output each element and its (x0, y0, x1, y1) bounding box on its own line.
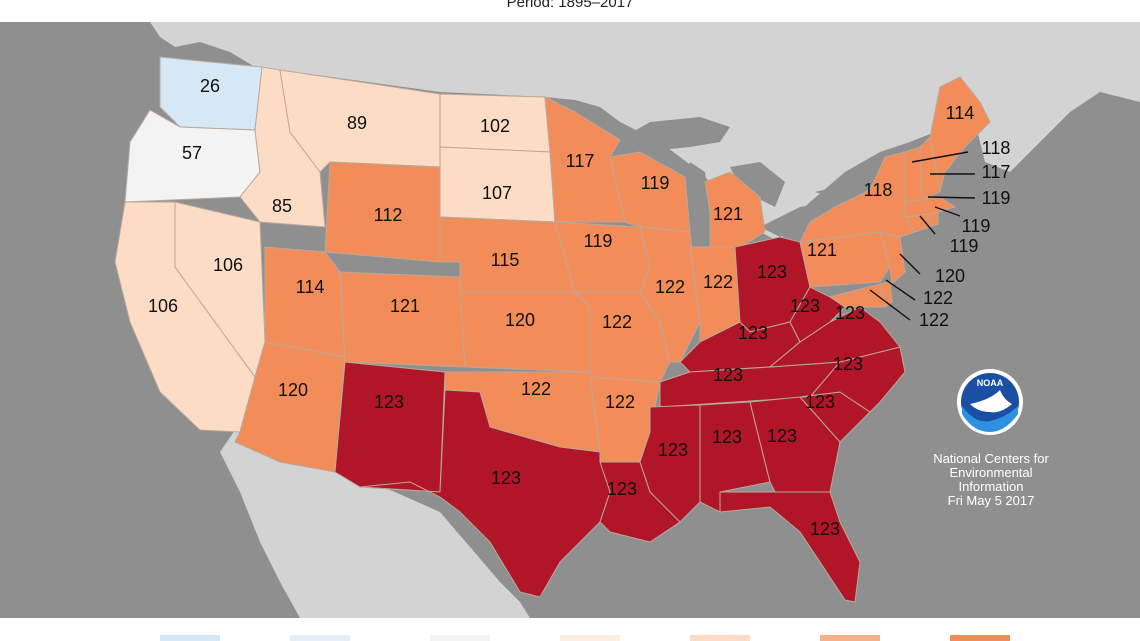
state-co[interactable] (339, 271, 466, 368)
legend-strip (0, 618, 1140, 641)
credit-line-1: National Centers for (933, 451, 1049, 466)
rank-label-md: 122 (919, 310, 949, 330)
state-ri[interactable] (929, 211, 939, 228)
rank-label-wa: 26 (200, 76, 220, 96)
rank-label-or: 57 (182, 143, 202, 163)
us-rank-map: 26 57 85 89 102 107 106 106 112 114 121 120 123 115 12… (0, 22, 1140, 618)
period-title: Period: 1895–2017 (506, 0, 634, 11)
rank-label-mo: 122 (602, 312, 632, 332)
rank-label-ar: 122 (605, 392, 635, 412)
rank-label-ct: 119 (950, 236, 979, 256)
legend-swatch-6 (820, 635, 880, 641)
rank-label-ia: 119 (584, 231, 613, 251)
legend-swatch-4 (560, 635, 620, 641)
map-svg: 26 57 85 89 102 107 106 106 112 114 121 120 123 115 12… (0, 22, 1140, 618)
lake-superior (615, 117, 730, 157)
rank-label-mn: 117 (566, 151, 595, 171)
rank-label-nh: 117 (982, 162, 1011, 182)
rank-label-il: 122 (655, 277, 685, 297)
rank-label-vt: 118 (982, 138, 1011, 158)
legend-swatch-1 (160, 635, 220, 641)
state-fl[interactable] (719, 491, 861, 603)
legend-swatch-3 (430, 635, 490, 641)
rank-label-nj: 120 (935, 266, 965, 286)
rank-label-wv: 123 (790, 296, 820, 316)
legend-swatch-2 (290, 635, 350, 641)
noaa-logo-text: NOAA (977, 378, 1004, 388)
state-nm[interactable] (334, 361, 446, 493)
state-vt[interactable] (904, 146, 923, 203)
rank-label-nd: 102 (480, 116, 510, 136)
rank-label-wy: 112 (374, 205, 403, 225)
legend-swatch-7 (950, 635, 1010, 641)
rank-label-co: 121 (390, 296, 420, 316)
mexico-land (220, 430, 530, 618)
rank-label-az: 120 (278, 380, 308, 400)
leader-lines (869, 151, 976, 321)
rank-label-fl: 123 (810, 519, 840, 539)
state-me[interactable] (929, 76, 991, 193)
lake-michigan (686, 162, 710, 262)
state-mi[interactable] (704, 171, 766, 248)
state-md[interactable] (828, 283, 886, 308)
rank-label-al: 123 (712, 427, 742, 447)
credit-line-2: Environmental (949, 465, 1033, 480)
legend-swatch-5 (690, 635, 750, 641)
rank-label-de: 122 (923, 288, 953, 308)
lake-erie (760, 202, 830, 237)
state-ks[interactable] (459, 291, 591, 373)
state-tx[interactable] (359, 389, 611, 598)
rank-label-la: 123 (607, 479, 637, 499)
rank-label-ca: 106 (148, 296, 178, 316)
credit-date: Fri May 5 2017 (947, 493, 1035, 508)
rank-label-tn: 123 (713, 365, 743, 385)
rank-label-ma: 119 (982, 188, 1011, 208)
rank-label-nm: 123 (374, 392, 404, 412)
states-layer (114, 56, 991, 603)
rank-label-ut: 114 (296, 277, 325, 297)
rank-label-ks: 120 (505, 310, 535, 330)
rank-label-mt: 89 (347, 113, 367, 133)
noaa-logo-icon: NOAA (957, 369, 1023, 435)
rank-label-ne: 115 (491, 250, 520, 270)
rank-labels: 26 57 85 89 102 107 106 106 112 114 121 120 123 115 12… (148, 76, 1010, 539)
rank-label-me: 114 (946, 103, 975, 123)
rank-label-in: 122 (703, 272, 733, 292)
rank-label-sc: 123 (805, 392, 835, 412)
rank-label-ga: 123 (767, 426, 797, 446)
rank-label-sd: 107 (482, 183, 512, 203)
rank-label-wi: 119 (641, 173, 670, 193)
rank-label-id: 85 (272, 196, 292, 216)
rank-label-va: 123 (835, 303, 865, 323)
rank-label-ms: 123 (658, 440, 688, 460)
credit-block: National Centers for Environmental Infor… (916, 452, 1066, 508)
rank-label-ny: 118 (864, 180, 893, 200)
state-ut[interactable] (264, 246, 346, 358)
rank-label-tx: 123 (491, 468, 521, 488)
lake-ontario (815, 184, 870, 200)
rank-label-nc: 123 (833, 354, 863, 374)
credit-line-3: Information (958, 479, 1024, 494)
rank-label-ok: 122 (521, 379, 551, 399)
rank-label-ky: 123 (738, 323, 768, 343)
rank-label-mi: 121 (713, 204, 743, 224)
rank-label-ri: 119 (962, 216, 991, 236)
lake-huron (730, 162, 785, 207)
rank-label-pa: 121 (807, 240, 837, 260)
rank-label-nv: 106 (213, 255, 243, 275)
rank-label-oh: 123 (757, 262, 787, 282)
